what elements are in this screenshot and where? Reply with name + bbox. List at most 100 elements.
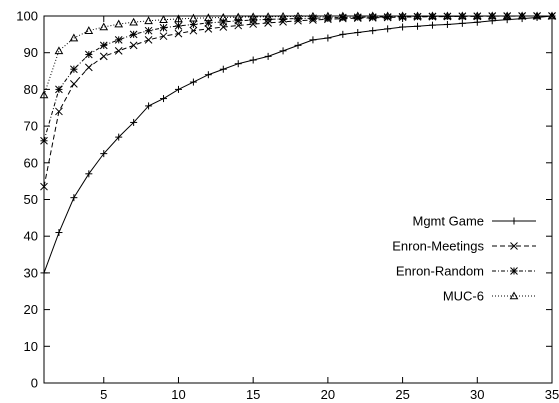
data-point bbox=[279, 47, 287, 55]
data-point bbox=[189, 20, 198, 29]
data-point bbox=[487, 11, 497, 20]
data-point bbox=[55, 107, 63, 116]
data-point bbox=[264, 19, 272, 27]
axes: 0 10 20 30 40 50 60 70 80 90 100 5 10 15 20 25 30 35 bbox=[16, 9, 559, 403]
y-tick-label: 80 bbox=[24, 82, 38, 97]
data-point bbox=[517, 11, 527, 20]
data-point bbox=[264, 52, 272, 60]
legend-label: Enron-Random bbox=[396, 264, 484, 279]
data-point bbox=[174, 29, 183, 38]
x-tick-label: 30 bbox=[470, 387, 484, 402]
data-point bbox=[204, 24, 213, 33]
data-point bbox=[263, 12, 273, 21]
data-point bbox=[159, 23, 168, 32]
data-point bbox=[129, 30, 138, 39]
legend-label: MUC-6 bbox=[443, 289, 484, 304]
data-point bbox=[428, 11, 437, 20]
data-point bbox=[55, 85, 63, 94]
data-point bbox=[353, 11, 363, 20]
y-tick-label: 70 bbox=[24, 119, 38, 134]
data-point bbox=[40, 269, 48, 277]
data-point bbox=[219, 18, 228, 26]
y-tick-label: 50 bbox=[24, 192, 38, 207]
y-tick-label: 40 bbox=[24, 229, 38, 244]
data-point bbox=[145, 102, 153, 110]
data-point bbox=[204, 13, 213, 22]
data-point bbox=[84, 26, 94, 34]
data-point bbox=[114, 47, 123, 55]
data-point bbox=[204, 71, 212, 79]
data-point bbox=[70, 194, 78, 202]
y-tick-label: 60 bbox=[24, 155, 38, 170]
data-point bbox=[70, 65, 78, 74]
data-point bbox=[458, 11, 467, 20]
data-point bbox=[114, 36, 123, 44]
data-point bbox=[115, 133, 123, 141]
y-tick-label: 100 bbox=[16, 9, 38, 24]
data-point bbox=[189, 78, 197, 86]
data-point bbox=[159, 32, 168, 41]
data-point bbox=[129, 17, 138, 26]
data-point bbox=[40, 136, 48, 145]
data-point bbox=[174, 14, 183, 23]
data-point bbox=[323, 11, 333, 20]
data-point bbox=[174, 85, 182, 93]
data-point bbox=[339, 30, 347, 38]
series-layer bbox=[39, 11, 557, 277]
data-point bbox=[100, 150, 108, 158]
data-point bbox=[144, 36, 153, 44]
data-point bbox=[324, 34, 332, 42]
data-point bbox=[472, 11, 482, 20]
data-point bbox=[174, 22, 183, 30]
data-point bbox=[189, 26, 198, 35]
data-point bbox=[414, 22, 422, 30]
data-point bbox=[248, 12, 258, 21]
data-point bbox=[70, 80, 78, 88]
x-tick-label: 20 bbox=[321, 387, 335, 402]
data-point bbox=[234, 60, 242, 68]
data-point bbox=[189, 13, 198, 22]
data-point bbox=[85, 170, 93, 178]
x-tick-label: 10 bbox=[171, 387, 185, 402]
y-tick-label: 30 bbox=[24, 265, 38, 280]
legend-label: Enron-Meetings bbox=[392, 239, 484, 254]
data-point bbox=[383, 11, 392, 20]
y-tick-label: 20 bbox=[24, 302, 38, 317]
legend-entry: Enron-Meetings bbox=[392, 239, 536, 254]
legend-marker bbox=[510, 217, 518, 225]
legend: Mgmt Game Enron-Meetings Enron-Random MUC-6 bbox=[392, 214, 536, 304]
legend-marker bbox=[509, 291, 519, 300]
x-tick-label: 5 bbox=[100, 387, 107, 402]
data-point bbox=[368, 11, 378, 20]
data-point bbox=[502, 11, 512, 20]
data-point bbox=[54, 46, 64, 55]
data-point bbox=[547, 11, 557, 20]
data-point bbox=[219, 65, 227, 73]
data-point bbox=[55, 229, 63, 237]
data-point bbox=[443, 20, 451, 28]
series-line bbox=[43, 15, 553, 274]
data-point bbox=[84, 50, 93, 59]
legend-entry: Mgmt Game bbox=[412, 214, 536, 229]
y-tick-label: 90 bbox=[24, 45, 38, 60]
x-tick-label: 25 bbox=[395, 387, 409, 402]
data-point bbox=[130, 118, 138, 126]
data-point bbox=[249, 56, 257, 64]
data-point bbox=[144, 16, 153, 25]
data-point bbox=[308, 11, 318, 20]
data-point bbox=[309, 36, 317, 44]
data-point bbox=[129, 41, 138, 50]
series-enron-random bbox=[40, 12, 556, 145]
data-point bbox=[294, 14, 302, 23]
series-line bbox=[43, 15, 552, 96]
data-point bbox=[384, 25, 392, 33]
data-point bbox=[144, 26, 153, 35]
legend-marker bbox=[510, 267, 518, 275]
data-point bbox=[293, 11, 303, 20]
data-point bbox=[369, 27, 377, 35]
legend-label: Mgmt Game bbox=[412, 214, 484, 229]
data-point bbox=[278, 12, 288, 20]
legend-entry: Enron-Random bbox=[396, 264, 536, 279]
data-point bbox=[338, 11, 348, 20]
